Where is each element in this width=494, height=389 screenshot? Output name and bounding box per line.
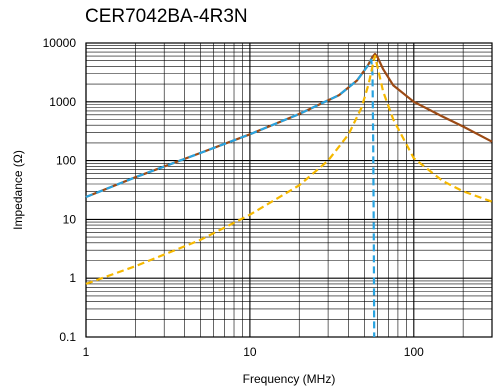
- axis-ticks: 1 10 100 0.1 1 10 100 1000 10000: [43, 36, 425, 359]
- x-axis-label: Frequency (MHz): [243, 372, 336, 386]
- y-tick-label: 100: [56, 154, 76, 168]
- grid: [85, 42, 493, 338]
- y-tick-label: 10000: [43, 36, 77, 50]
- y-tick-label: 10: [63, 212, 77, 226]
- y-tick-label: 0.1: [59, 330, 76, 344]
- x-tick-label: 10: [243, 345, 257, 359]
- y-tick-label: 1000: [49, 95, 76, 109]
- chart-title: CER7042BA-4R3N: [85, 6, 248, 27]
- y-tick-label: 1: [69, 271, 76, 285]
- series-layer: [85, 52, 493, 338]
- series-line-3: [85, 54, 493, 285]
- series-line-2: [85, 58, 376, 338]
- y-axis-label: Impedance (Ω): [11, 150, 25, 230]
- series-line-1: [85, 52, 493, 199]
- plot-frame: [85, 42, 493, 338]
- x-tick-label: 100: [404, 345, 424, 359]
- x-tick-label: 1: [83, 345, 90, 359]
